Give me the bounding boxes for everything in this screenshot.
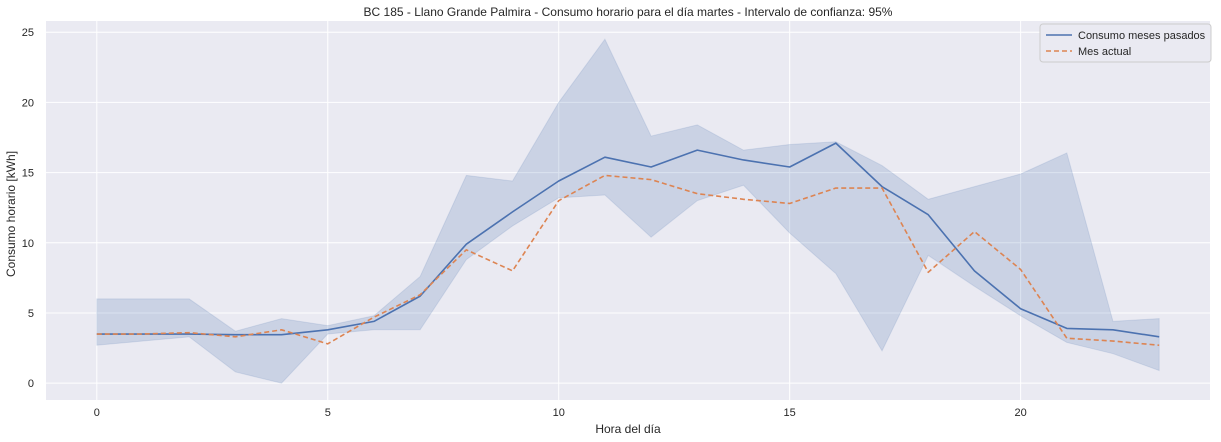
series-line-current (96, 174, 1160, 347)
series-line-past (96, 142, 1160, 338)
y-tick-label: 15 (22, 168, 34, 180)
x-tick-label: 20 (1014, 407, 1026, 419)
x-axis-label: Hora del día (595, 422, 661, 436)
legend-label-current: Mes actual (1078, 46, 1131, 58)
y-axis-label: Consumo horario [kWh] (4, 151, 18, 277)
tick-labels: 0 5 10 15 20 0 5 10 15 20 25 (22, 27, 1027, 419)
gridlines (46, 21, 1210, 400)
x-tick-label: 10 (553, 407, 565, 419)
plot-background (46, 21, 1210, 400)
y-tick-label: 10 (22, 238, 34, 250)
y-tick-label: 20 (22, 97, 34, 109)
series-lines (96, 142, 1160, 347)
confidence-band-layer (96, 38, 1160, 384)
y-tick-label: 0 (28, 378, 34, 390)
confidence-band (96, 38, 1160, 384)
legend: Consumo meses pasados Mes actual (1039, 23, 1212, 63)
x-tick-label: 5 (325, 407, 331, 419)
chart-title: BC 185 - Llano Grande Palmira - Consumo … (364, 5, 893, 19)
x-tick-label: 15 (784, 407, 796, 419)
legend-label-past: Consumo meses pasados (1078, 30, 1206, 42)
x-tick-label: 0 (94, 407, 100, 419)
y-tick-label: 5 (28, 308, 34, 320)
legend-box (1039, 23, 1212, 63)
y-tick-label: 25 (22, 27, 34, 39)
